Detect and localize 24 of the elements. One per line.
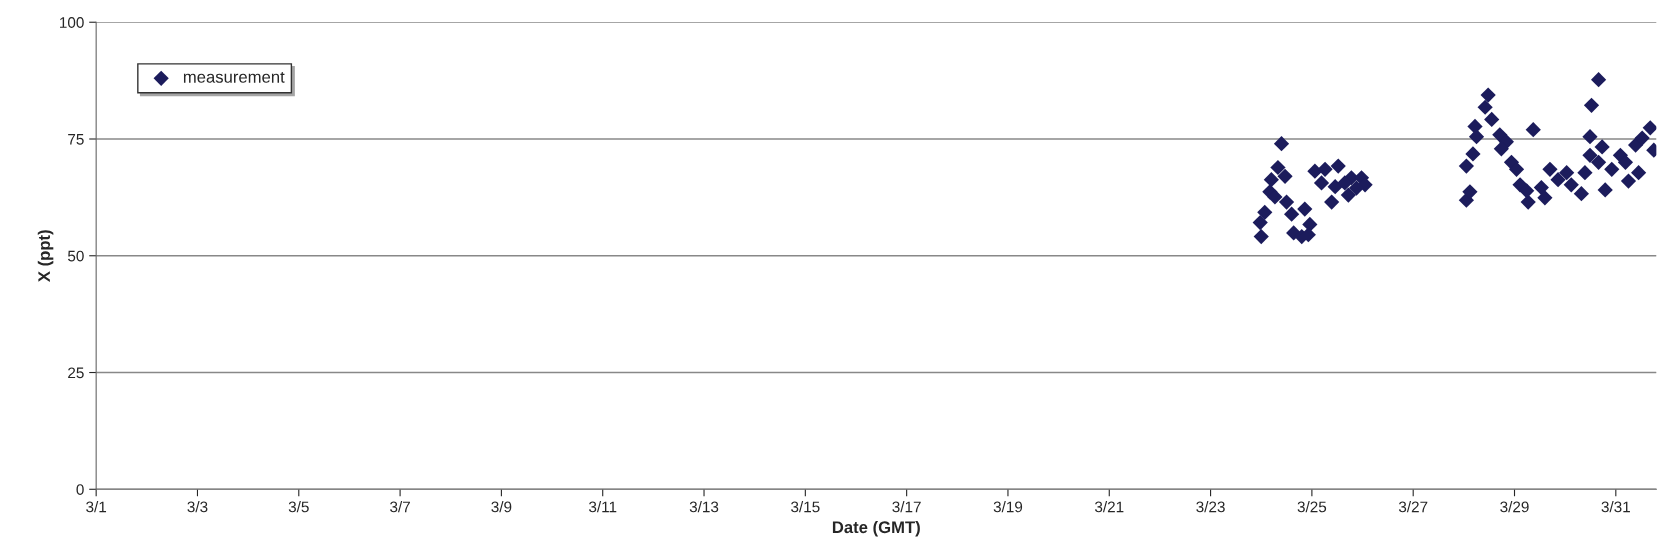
y-axis-title: X (ppt) <box>37 230 54 282</box>
y-tick-label: 75 <box>68 134 84 145</box>
x-tick-label: 3/11 <box>589 501 617 513</box>
x-tick-label: 3/25 <box>1297 501 1327 513</box>
x-tick-label: 3/31 <box>1601 501 1630 513</box>
x-tick-label: 3/7 <box>390 501 410 513</box>
x-tick-label: 3/5 <box>288 501 309 513</box>
y-tick-label: 50 <box>67 250 84 262</box>
x-tick-label: 3/21 <box>1094 501 1124 513</box>
y-tick-label: 25 <box>68 367 84 379</box>
x-tick-label: 3/13 <box>689 501 719 513</box>
x-tick-label: 3/1 <box>86 501 107 513</box>
x-tick-label: 3/9 <box>491 501 512 513</box>
y-tick-label: 100 <box>60 17 84 28</box>
x-tick-label: 3/23 <box>1196 501 1225 513</box>
x-tick-label: 3/29 <box>1500 501 1529 513</box>
y-tick-label: 0 <box>76 484 84 495</box>
x-tick-label: 3/3 <box>187 501 208 513</box>
x-tick-label: 3/19 <box>993 501 1023 513</box>
x-tick-label: 3/27 <box>1398 501 1428 513</box>
legend-label: measurement <box>183 71 285 83</box>
x-axis-title: Date (GMT) <box>832 520 920 537</box>
x-tick-label: 3/15 <box>791 501 820 513</box>
x-tick-label: 3/17 <box>892 501 921 513</box>
